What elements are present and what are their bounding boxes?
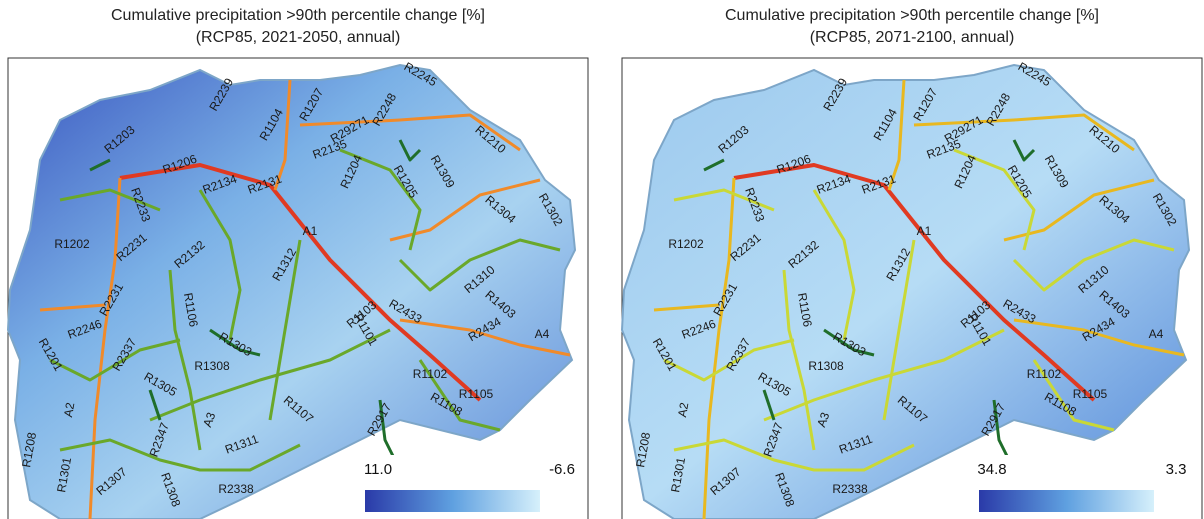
map-panel: Cumulative precipitation >90th percentil… [622, 7, 1202, 519]
legend-min: -6.6 [549, 461, 575, 478]
color-bar [365, 490, 540, 512]
map-title: Cumulative precipitation >90th percentil… [725, 7, 1099, 24]
road-label: R1308 [194, 359, 230, 373]
map-title: Cumulative precipitation >90th percentil… [111, 7, 485, 24]
road-label: A1 [917, 224, 932, 238]
road-label: A4 [535, 327, 550, 341]
legend-min: 3.3 [1166, 461, 1187, 478]
road-label: R1202 [668, 237, 704, 251]
road-label: R1102 [1027, 367, 1062, 381]
road-label: A1 [303, 224, 318, 238]
road-label: R1308 [808, 359, 844, 373]
legend-max: 11.0 [364, 461, 392, 478]
road-label: R1105 [459, 387, 494, 401]
road-label: R1102 [413, 367, 448, 381]
road-label: A2 [61, 401, 77, 418]
road-label: R1105 [1073, 387, 1108, 401]
panels: Cumulative precipitation >90th percentil… [8, 7, 1202, 519]
color-bar [979, 490, 1154, 512]
road-label: A2 [675, 401, 691, 418]
road-label: R1202 [54, 237, 90, 251]
road-label: R2338 [832, 482, 868, 496]
road-label: A4 [1149, 327, 1164, 341]
map-subtitle: (RCP85, 2071-2100, annual) [810, 29, 1015, 46]
road-label: R2338 [218, 482, 254, 496]
legend-max: 34.8 [977, 461, 1006, 478]
page: Cumulative precipitation >90th percentil… [0, 0, 1204, 519]
map-subtitle: (RCP85, 2021-2050, annual) [196, 29, 401, 46]
map-panel: Cumulative precipitation >90th percentil… [8, 7, 588, 519]
